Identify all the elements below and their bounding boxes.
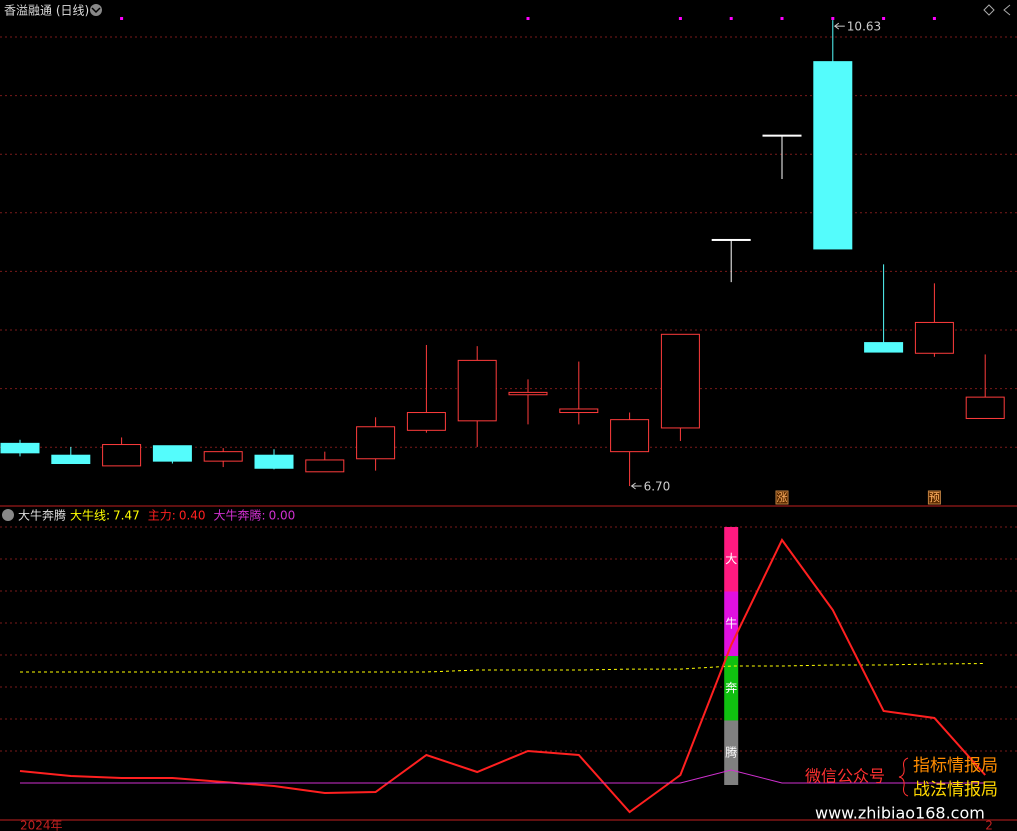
- candle-body: [965, 396, 1005, 419]
- candle-body: [559, 408, 599, 414]
- signal-segment: [724, 720, 739, 785]
- signal-dot: [729, 17, 733, 20]
- signal-dot: [780, 17, 784, 20]
- signal-segment: [724, 656, 739, 721]
- x-tick-label: 2: [985, 819, 993, 831]
- diamond-icon[interactable]: [983, 4, 995, 16]
- candle-body: [864, 342, 904, 353]
- menu-icon[interactable]: [90, 4, 102, 16]
- signal-dot: [932, 17, 936, 20]
- signal-dot: [526, 17, 530, 20]
- signal-dot: [120, 17, 124, 20]
- watermark-account: 微信公众号: [805, 767, 885, 786]
- legend-name: 大牛线:: [70, 508, 110, 523]
- watermark-line: 战法情报局: [913, 780, 998, 800]
- candle-body: [305, 459, 345, 473]
- legend-value: 7.47: [113, 509, 140, 523]
- candle-body: [356, 426, 396, 460]
- collapse-icon[interactable]: [1003, 4, 1011, 16]
- legend-name: 大牛奔腾:: [214, 508, 266, 523]
- signal-dot: [882, 17, 886, 20]
- legend-value: 0.00: [269, 509, 296, 523]
- annotation-arrowhead: [833, 22, 840, 30]
- candle-body: [254, 454, 294, 469]
- candle-body: [914, 321, 954, 354]
- legend-name: 主力:: [148, 509, 176, 523]
- watermark-line: 指标情报局: [913, 756, 998, 776]
- series-line: [20, 663, 986, 673]
- series-line: [20, 769, 986, 784]
- tag-label: 预: [929, 491, 940, 504]
- tag-box: [775, 490, 789, 505]
- candle-body: [660, 333, 700, 429]
- candle-body: [711, 238, 751, 241]
- tag-box: [927, 490, 941, 505]
- candle-body: [762, 134, 802, 137]
- candle-body: [152, 445, 192, 462]
- candle-body: [457, 359, 497, 422]
- x-tick-label: 2024年: [20, 819, 63, 831]
- watermark-url: www.zhibiao168.com: [815, 804, 985, 823]
- candle-body: [51, 454, 91, 465]
- annotation-label: 6.70: [644, 480, 671, 494]
- signal-label: 奔: [725, 681, 737, 695]
- annotation-arrowhead: [630, 482, 636, 490]
- menu-arrow: [91, 7, 101, 14]
- candle-body: [813, 61, 853, 250]
- candle-body: [102, 444, 142, 467]
- candle-body: [0, 442, 40, 454]
- indicator-title: 大牛奔腾: [18, 508, 66, 523]
- signal-label: 腾: [725, 744, 737, 759]
- signal-dot: [678, 17, 682, 20]
- candle-body: [203, 451, 243, 462]
- indicator-menu-icon[interactable]: [2, 509, 14, 521]
- legend-value: 0.40: [179, 509, 206, 523]
- signal-label: 大: [725, 552, 737, 566]
- annotation-label: 10.63: [847, 20, 881, 34]
- tag-label: 涨: [777, 491, 788, 504]
- candle-body: [508, 391, 548, 396]
- signal-label: 牛: [725, 615, 737, 630]
- candle-body: [610, 419, 650, 453]
- candle-body: [406, 412, 446, 431]
- series-line: [19, 538, 986, 814]
- signal-segment: [724, 527, 739, 592]
- signal-dot: [831, 17, 835, 20]
- watermark-brace: [898, 757, 909, 797]
- chart-title: 香溢融通 (日线): [4, 4, 89, 18]
